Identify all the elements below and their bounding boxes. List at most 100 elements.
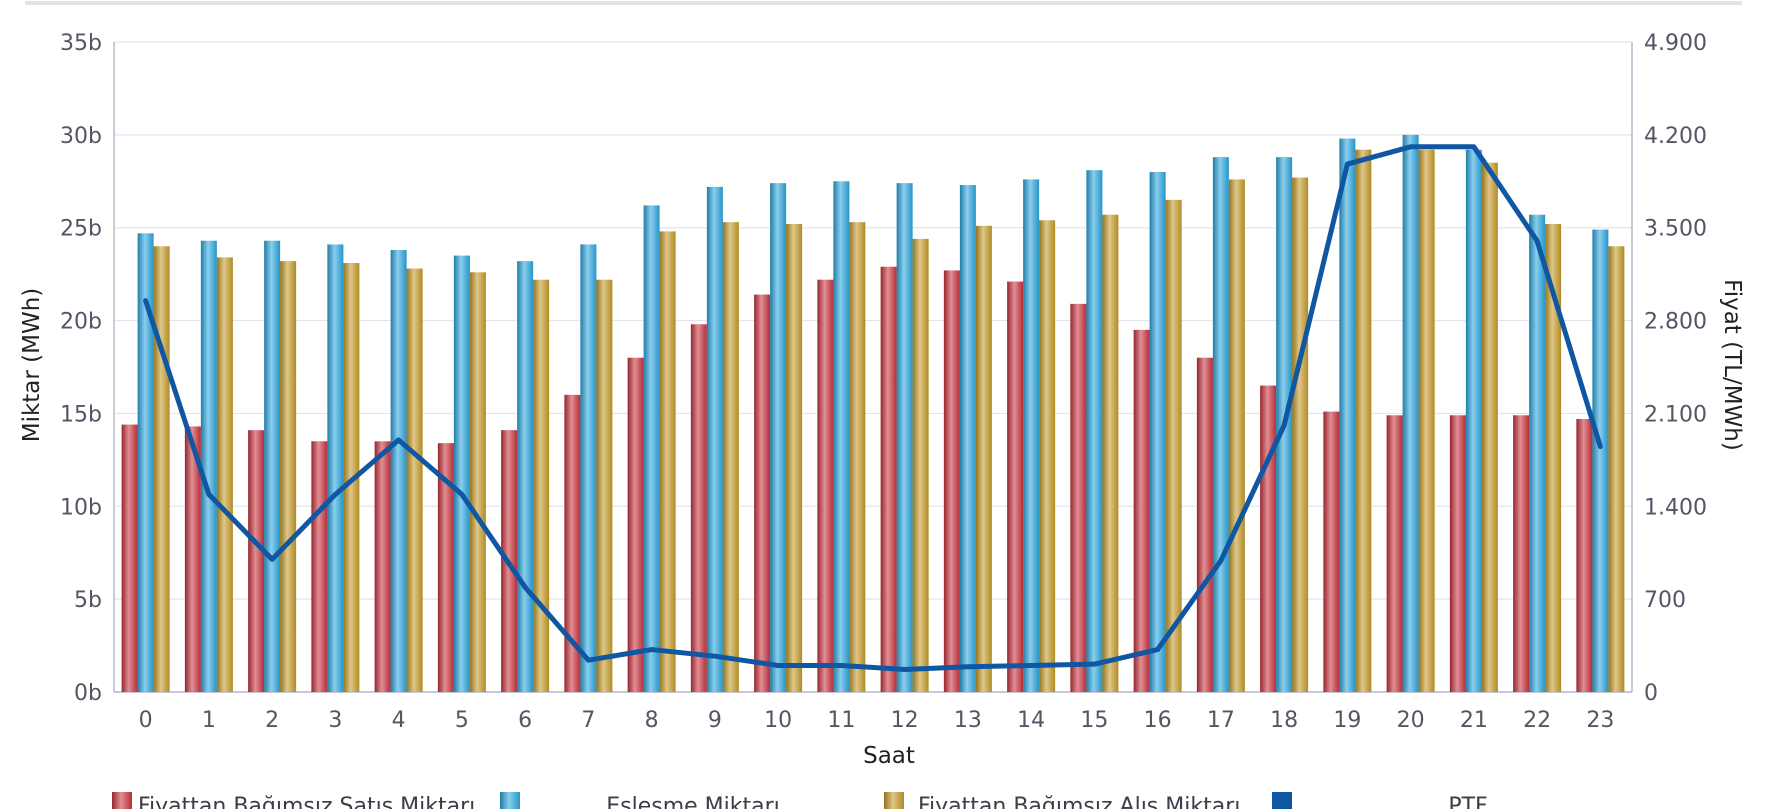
- bar-alis-1[interactable]: [216, 257, 233, 692]
- x-axis-title: Saat: [863, 743, 915, 769]
- y2-axis-title: Fiyat (TL/MWh): [1719, 279, 1745, 451]
- bar-eslesme-22[interactable]: [1529, 214, 1546, 692]
- legend-item-4[interactable]: PTF: [1272, 792, 1488, 809]
- y-tick-label: 35b: [60, 31, 102, 56]
- legend: Fiyattan Bağımsız Satış Miktarı Eşleşme M…: [112, 792, 1488, 809]
- legend-swatch: [112, 792, 132, 809]
- bar-alis-5[interactable]: [469, 272, 486, 692]
- legend-label: Eşleşme Miktarı: [606, 794, 780, 809]
- bar-eslesme-23[interactable]: [1592, 229, 1609, 693]
- bar-satis-8[interactable]: [627, 357, 644, 692]
- bar-eslesme-14[interactable]: [1023, 179, 1040, 692]
- bar-eslesme-9[interactable]: [706, 186, 723, 692]
- bar-alis-0[interactable]: [153, 246, 170, 693]
- bar-eslesme-13[interactable]: [959, 185, 976, 692]
- y-tick-label: 20b: [60, 310, 102, 335]
- y-tick-label: 0b: [74, 681, 102, 706]
- bar-alis-4[interactable]: [406, 268, 423, 692]
- bar-eslesme-21[interactable]: [1465, 149, 1482, 692]
- bar-alis-23[interactable]: [1608, 246, 1625, 693]
- bar-eslesme-19[interactable]: [1339, 138, 1356, 693]
- bar-satis-0[interactable]: [121, 424, 138, 692]
- x-tick-label: 13: [954, 708, 982, 733]
- bar-eslesme-11[interactable]: [833, 181, 850, 693]
- bar-eslesme-12[interactable]: [896, 183, 913, 692]
- bar-alis-8[interactable]: [659, 231, 676, 692]
- bar-alis-17[interactable]: [1228, 179, 1245, 692]
- x-tick-label: 16: [1144, 708, 1172, 733]
- bar-eslesme-1[interactable]: [200, 240, 217, 692]
- bar-alis-6[interactable]: [533, 279, 550, 692]
- bar-eslesme-15[interactable]: [1086, 170, 1103, 693]
- bar-eslesme-16[interactable]: [1149, 172, 1166, 692]
- bar-eslesme-4[interactable]: [390, 250, 407, 692]
- bar-eslesme-6[interactable]: [517, 261, 534, 692]
- bar-satis-13[interactable]: [943, 270, 960, 692]
- bar-satis-1[interactable]: [184, 426, 201, 692]
- bar-eslesme-20[interactable]: [1402, 134, 1419, 692]
- y2-tick-label: 4.200: [1644, 124, 1707, 149]
- bar-satis-15[interactable]: [1070, 303, 1087, 692]
- bar-eslesme-5[interactable]: [453, 255, 470, 693]
- x-tick-label: 20: [1397, 708, 1425, 733]
- bar-alis-7[interactable]: [596, 279, 613, 692]
- bar-satis-23[interactable]: [1576, 419, 1593, 692]
- bar-satis-20[interactable]: [1386, 415, 1403, 692]
- bar-eslesme-2[interactable]: [264, 240, 281, 692]
- bar-alis-15[interactable]: [1102, 214, 1119, 692]
- bar-alis-14[interactable]: [1039, 220, 1056, 693]
- bar-eslesme-10[interactable]: [770, 183, 787, 692]
- bar-satis-21[interactable]: [1449, 415, 1466, 692]
- bar-alis-20[interactable]: [1418, 149, 1435, 692]
- legend-swatch: [884, 792, 904, 809]
- x-tick-label: 0: [139, 708, 153, 733]
- y2-tick-label: 2.800: [1644, 310, 1707, 335]
- bar-alis-19[interactable]: [1355, 149, 1372, 692]
- x-tick-label: 6: [518, 708, 532, 733]
- bar-alis-22[interactable]: [1545, 224, 1562, 692]
- bar-satis-17[interactable]: [1196, 357, 1213, 692]
- bar-satis-19[interactable]: [1323, 411, 1340, 692]
- bar-satis-18[interactable]: [1260, 385, 1277, 692]
- bar-satis-3[interactable]: [311, 441, 328, 692]
- bar-satis-16[interactable]: [1133, 329, 1150, 692]
- y-tick-label: 25b: [60, 217, 102, 242]
- bar-satis-12[interactable]: [880, 266, 897, 692]
- legend-swatch: [1272, 792, 1292, 809]
- bar-alis-12[interactable]: [912, 238, 929, 692]
- bar-eslesme-3[interactable]: [327, 244, 344, 692]
- x-tick-label: 2: [265, 708, 279, 733]
- bar-satis-22[interactable]: [1513, 415, 1530, 692]
- bar-alis-10[interactable]: [786, 224, 803, 692]
- legend-item-2[interactable]: Eşleşme Miktarı: [500, 792, 780, 809]
- bar-eslesme-0[interactable]: [137, 233, 154, 693]
- bar-satis-11[interactable]: [817, 279, 834, 692]
- bar-satis-5[interactable]: [437, 443, 454, 692]
- bar-satis-2[interactable]: [248, 430, 265, 692]
- x-tick-label: 3: [328, 708, 342, 733]
- bars: [121, 134, 1625, 693]
- x-tick-label: 18: [1270, 708, 1298, 733]
- bar-alis-9[interactable]: [722, 222, 739, 692]
- bar-satis-9[interactable]: [690, 324, 707, 692]
- bar-alis-16[interactable]: [1165, 199, 1182, 692]
- bar-eslesme-17[interactable]: [1212, 157, 1229, 693]
- bar-satis-10[interactable]: [754, 294, 771, 692]
- bar-alis-11[interactable]: [849, 222, 866, 692]
- legend-label: Fiyattan Bağımsız Alış Miktarı: [918, 794, 1240, 809]
- legend-swatch: [500, 792, 520, 809]
- legend-item-3[interactable]: Fiyattan Bağımsız Alış Miktarı: [884, 792, 1240, 809]
- bar-satis-14[interactable]: [1007, 281, 1024, 692]
- bar-alis-18[interactable]: [1292, 177, 1309, 693]
- x-tick-label: 15: [1080, 708, 1108, 733]
- ptf-series-line[interactable]: [143, 144, 1603, 672]
- legend-label: PTF: [1448, 794, 1487, 809]
- bar-satis-4[interactable]: [374, 441, 391, 692]
- bar-alis-2[interactable]: [280, 261, 297, 692]
- bar-eslesme-7[interactable]: [580, 244, 597, 692]
- bar-alis-21[interactable]: [1481, 162, 1498, 692]
- bar-eslesme-8[interactable]: [643, 205, 660, 692]
- bar-satis-7[interactable]: [564, 394, 581, 692]
- bar-alis-13[interactable]: [975, 225, 992, 692]
- legend-item-1[interactable]: Fiyattan Bağımsız Satış Miktarı: [112, 792, 475, 809]
